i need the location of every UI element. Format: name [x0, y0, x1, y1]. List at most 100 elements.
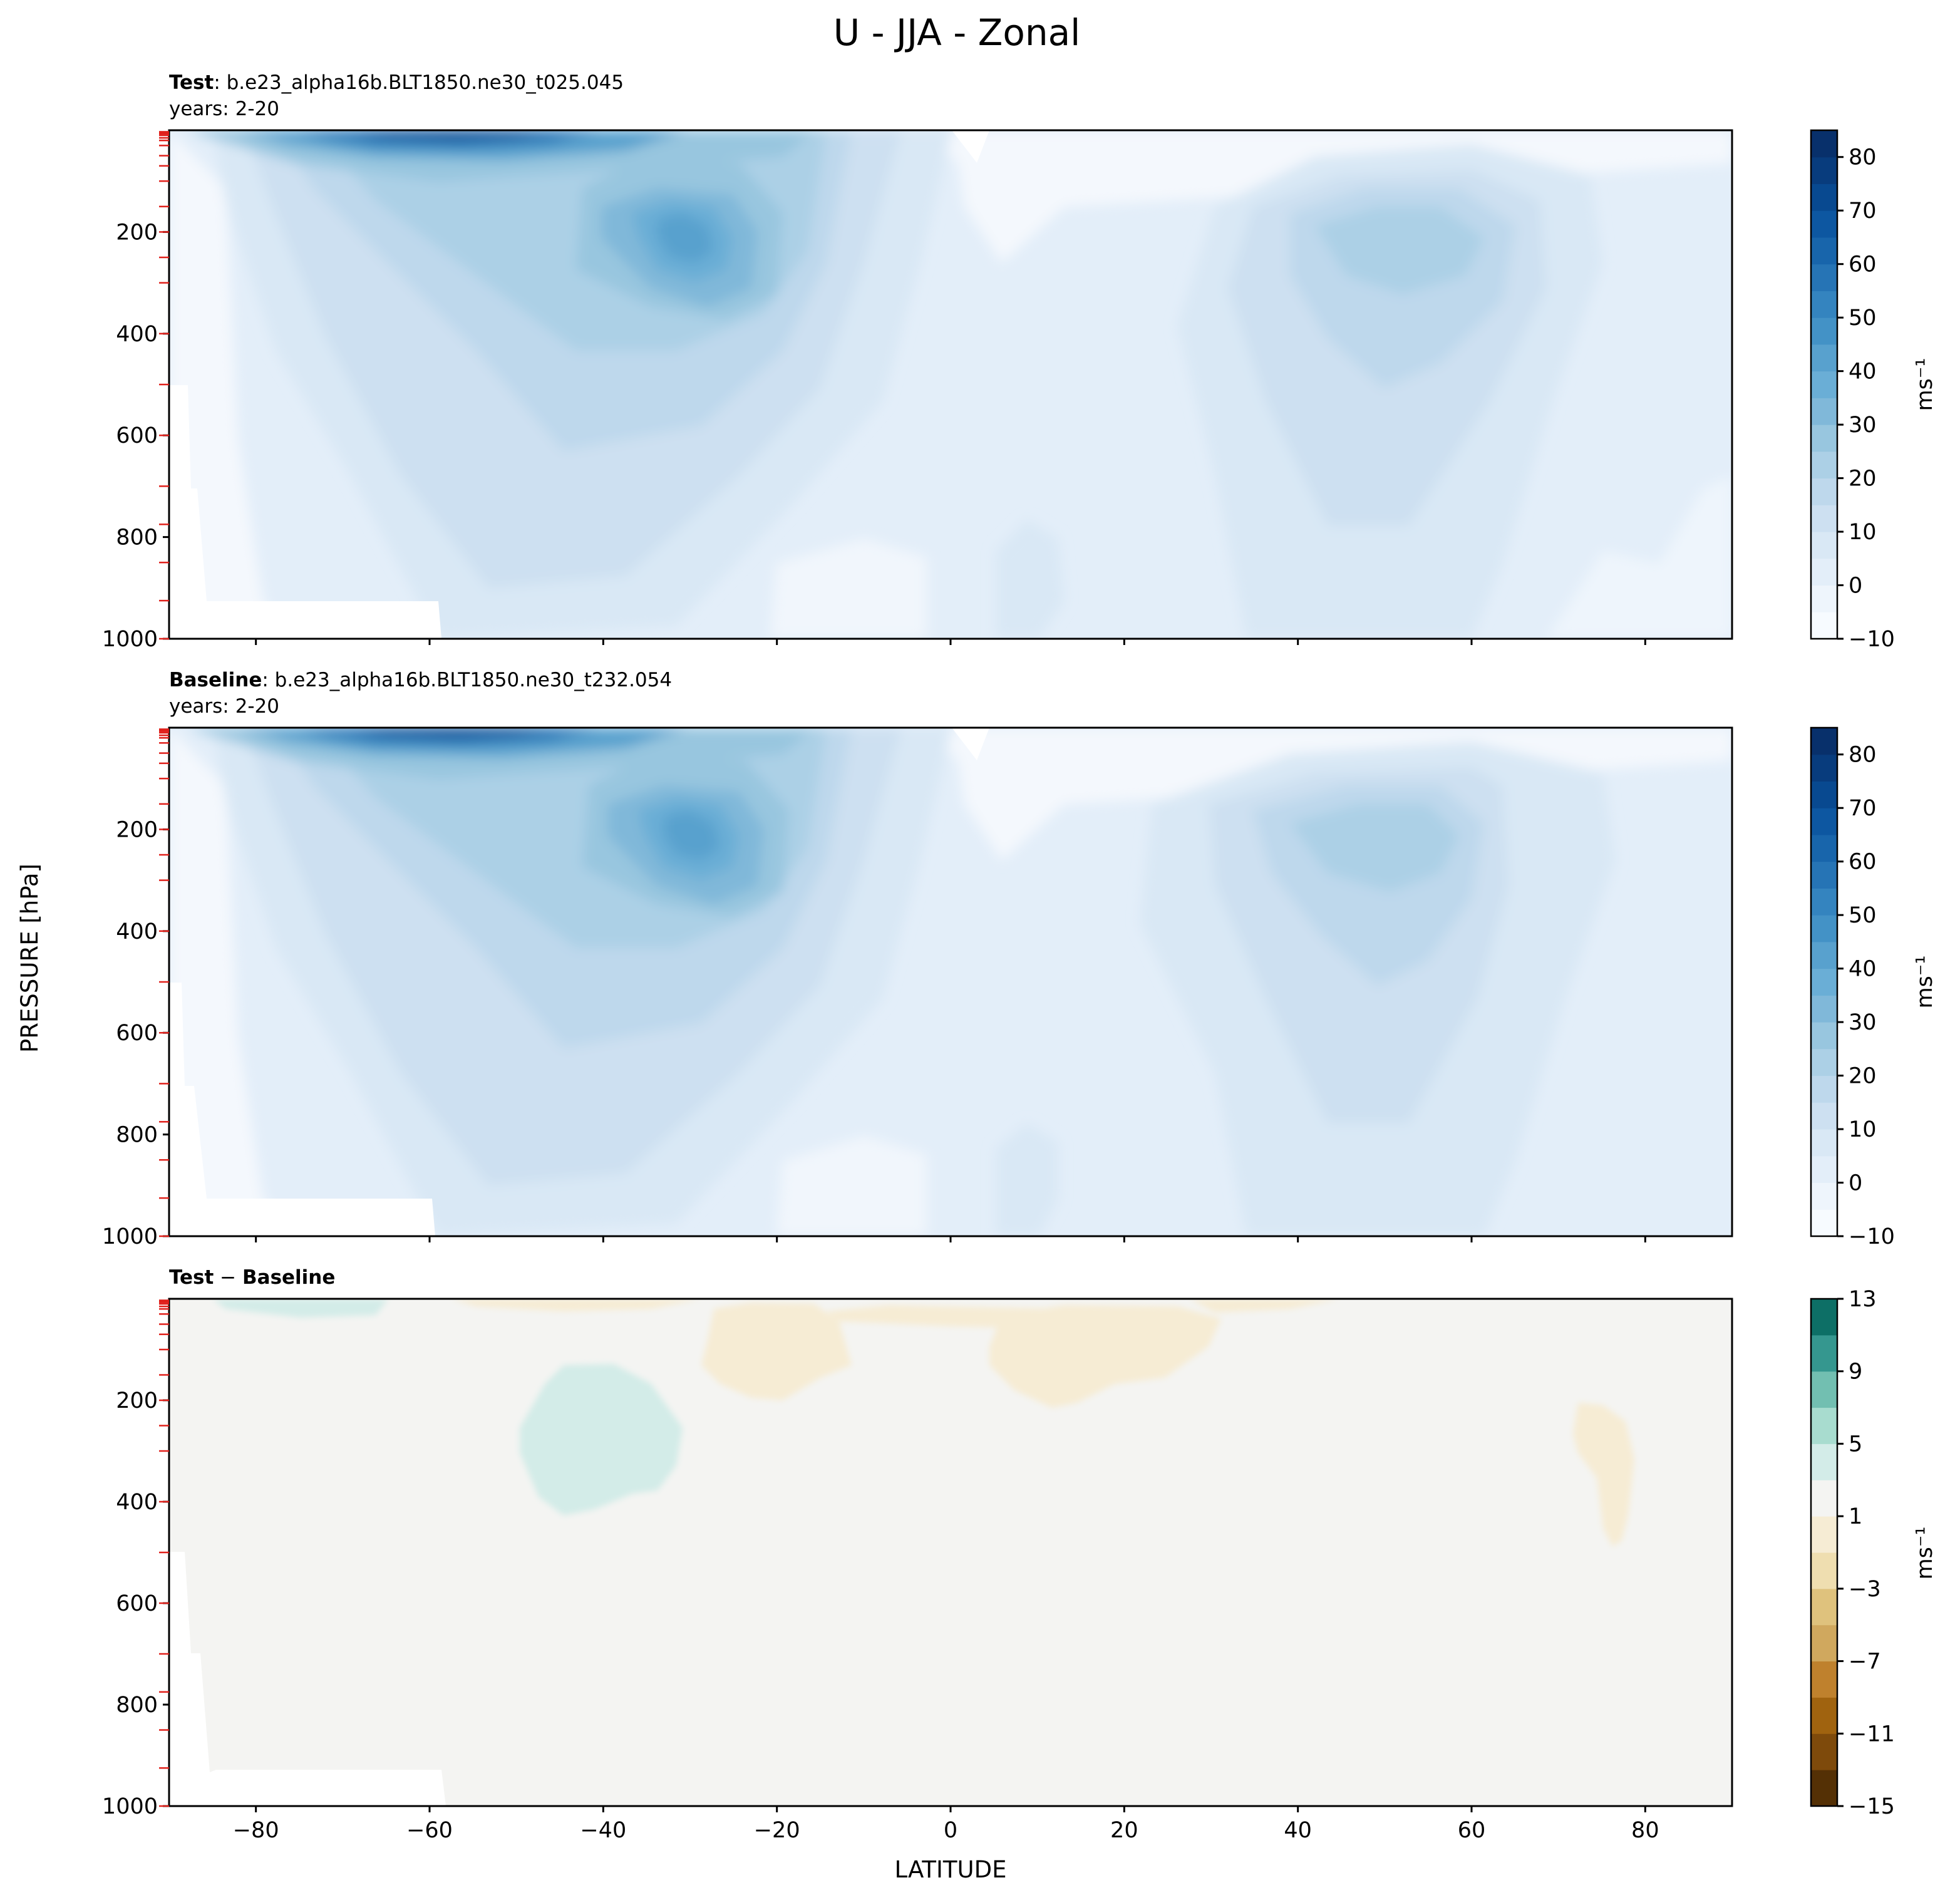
panel-test-label-bold: Test: [169, 71, 214, 94]
y-tick-label: 200: [116, 220, 158, 245]
colorbar-swatch: [1811, 183, 1837, 211]
panel-difference-contour-field: [169, 1299, 1732, 1806]
colorbar-tick-label: 40: [1849, 359, 1877, 385]
colorbar-swatch: [1811, 1661, 1837, 1698]
colorbar-swatch: [1811, 585, 1837, 612]
contour-surface-bump: [996, 520, 1065, 639]
y-axis-label: PRESSURE [hPa]: [16, 864, 43, 1053]
colorbar-swatch: [1811, 237, 1837, 265]
colorbar-swatch: [1811, 1299, 1837, 1336]
colorbar-tick-label: 20: [1849, 1064, 1877, 1089]
colorbar-tick-label: 20: [1849, 467, 1877, 492]
colorbar-difference: −15 −11 −7 −3 1 5 9 13: [1810, 1287, 1895, 1819]
panel-difference-label-baseline: Baseline: [242, 1266, 335, 1289]
colorbar-swatch: [1811, 264, 1837, 291]
y-tick-label: 600: [116, 423, 158, 448]
colorbar-swatch: [1811, 1075, 1837, 1103]
x-tick-label: −60: [406, 1818, 453, 1843]
colorbar-frame: [1810, 726, 1839, 1237]
diff-negative-sh: [701, 1303, 852, 1400]
colorbar-swatch: [1811, 1443, 1837, 1480]
colorbar-tick-label: −7: [1849, 1650, 1881, 1675]
contour-sh-jet-45: [664, 810, 720, 860]
x-tick-label: 40: [1284, 1818, 1312, 1843]
colorbar-swatch: [1811, 1516, 1837, 1553]
colorbar-swatch: [1811, 210, 1837, 238]
colorbar-baseline: −10 0 10 20 30 40 50 60 70 80: [1810, 726, 1895, 1249]
contour-lowvalue-surface: [770, 539, 927, 639]
colorbar-swatch: [1811, 1102, 1837, 1130]
x-tick-label: −80: [233, 1818, 279, 1843]
y-tick-label: 800: [116, 1123, 158, 1148]
contour-lowvalue-southpole: [169, 130, 294, 639]
contour-lowvalue-southpole: [169, 728, 294, 1236]
colorbar-tick-label: 30: [1849, 413, 1877, 438]
colorbar-tick-label: 0: [1849, 574, 1862, 599]
y-tick-label: 800: [116, 525, 158, 550]
panel-test-xticks: [255, 639, 1646, 645]
panel-difference-red-ticks: [159, 1299, 169, 1807]
colorbar-tick-label: 10: [1849, 520, 1877, 545]
colorbar-swatch: [1811, 781, 1837, 808]
colorbar-swatch: [1811, 1552, 1837, 1589]
panel-test-yticks: 200 400 600 800 1000: [102, 220, 169, 652]
panel-difference-xticks: [255, 1806, 1646, 1812]
colorbar-swatch: [1811, 505, 1837, 532]
colorbar-tick-label: 50: [1849, 903, 1877, 928]
diff-negative-nh: [989, 1305, 1221, 1408]
contour-nh-25: [1290, 804, 1459, 892]
colorbar-swatch: [1811, 888, 1837, 916]
colorbar-test-label: ms⁻¹: [1912, 358, 1937, 411]
panel-difference-xticklabels: −80 −60 −40 −20 0 20 40 60 80: [233, 1818, 1659, 1843]
colorbar-swatch: [1811, 1209, 1837, 1237]
colorbar-tick-label: 9: [1849, 1360, 1862, 1385]
contour-top-jet-75: [351, 728, 551, 736]
colorbar-swatch: [1811, 1407, 1837, 1444]
colorbar-swatch: [1811, 915, 1837, 942]
y-tick-label: 200: [116, 1388, 158, 1413]
colorbar-swatch: [1811, 995, 1837, 1023]
panel-difference-yticks: 200 400 600 800 1000: [102, 1388, 169, 1819]
figure-title: U - JJA - Zonal: [833, 11, 1081, 54]
colorbar-tick-label: −10: [1849, 1224, 1895, 1249]
x-tick-label: 20: [1110, 1818, 1138, 1843]
colorbar-tick-label: 60: [1849, 252, 1877, 277]
colorbar-swatch: [1811, 754, 1837, 782]
colorbar-tick-label: −10: [1849, 627, 1895, 652]
colorbar-swatch: [1811, 451, 1837, 479]
y-tick-label: 400: [116, 919, 158, 944]
colorbar-swatch: [1811, 861, 1837, 889]
panel-baseline: Baseline: b.e23_alpha16b.BLT1850.ne30_t2…: [102, 669, 1937, 1249]
colorbar-tick-label: −11: [1849, 1722, 1895, 1747]
colorbar-tick-label: −15: [1849, 1794, 1895, 1819]
missing-data-mask: [169, 385, 441, 639]
colorbar-swatch: [1811, 130, 1837, 158]
colorbar-swatch: [1811, 1624, 1837, 1662]
svg-text:Baseline: b.e23_alpha16b.BLT18: Baseline: b.e23_alpha16b.BLT1850.ne30_t2…: [169, 669, 672, 691]
colorbar-swatch: [1811, 1155, 1837, 1184]
colorbar-tick-label: 30: [1849, 1010, 1877, 1035]
colorbar-swatch: [1811, 558, 1837, 586]
colorbar-swatch: [1811, 968, 1837, 996]
y-tick-label: 1000: [102, 1224, 158, 1249]
colorbar-swatch: [1811, 425, 1837, 452]
colorbar-tick-label: −3: [1849, 1577, 1881, 1602]
colorbar-swatch: [1811, 318, 1837, 345]
colorbar-tick-label: 5: [1849, 1432, 1862, 1457]
contour-top-jet-75: [351, 130, 551, 139]
colorbar-frame: [1810, 129, 1839, 640]
panel-baseline-label-bold: Baseline: [169, 669, 262, 691]
colorbar-baseline-label: ms⁻¹: [1912, 956, 1937, 1009]
colorbar-swatch: [1811, 834, 1837, 862]
panel-test-years: years: 2-20: [169, 98, 279, 120]
colorbar-swatch: [1811, 291, 1837, 318]
contour-background: [169, 1299, 1732, 1806]
x-tick-label: 0: [944, 1818, 957, 1843]
colorbar-swatch: [1811, 1733, 1837, 1770]
x-tick-label: −20: [754, 1818, 800, 1843]
colorbar-tick-label: 13: [1849, 1287, 1877, 1312]
colorbar-swatch: [1811, 808, 1837, 835]
missing-data-top: [952, 130, 989, 163]
